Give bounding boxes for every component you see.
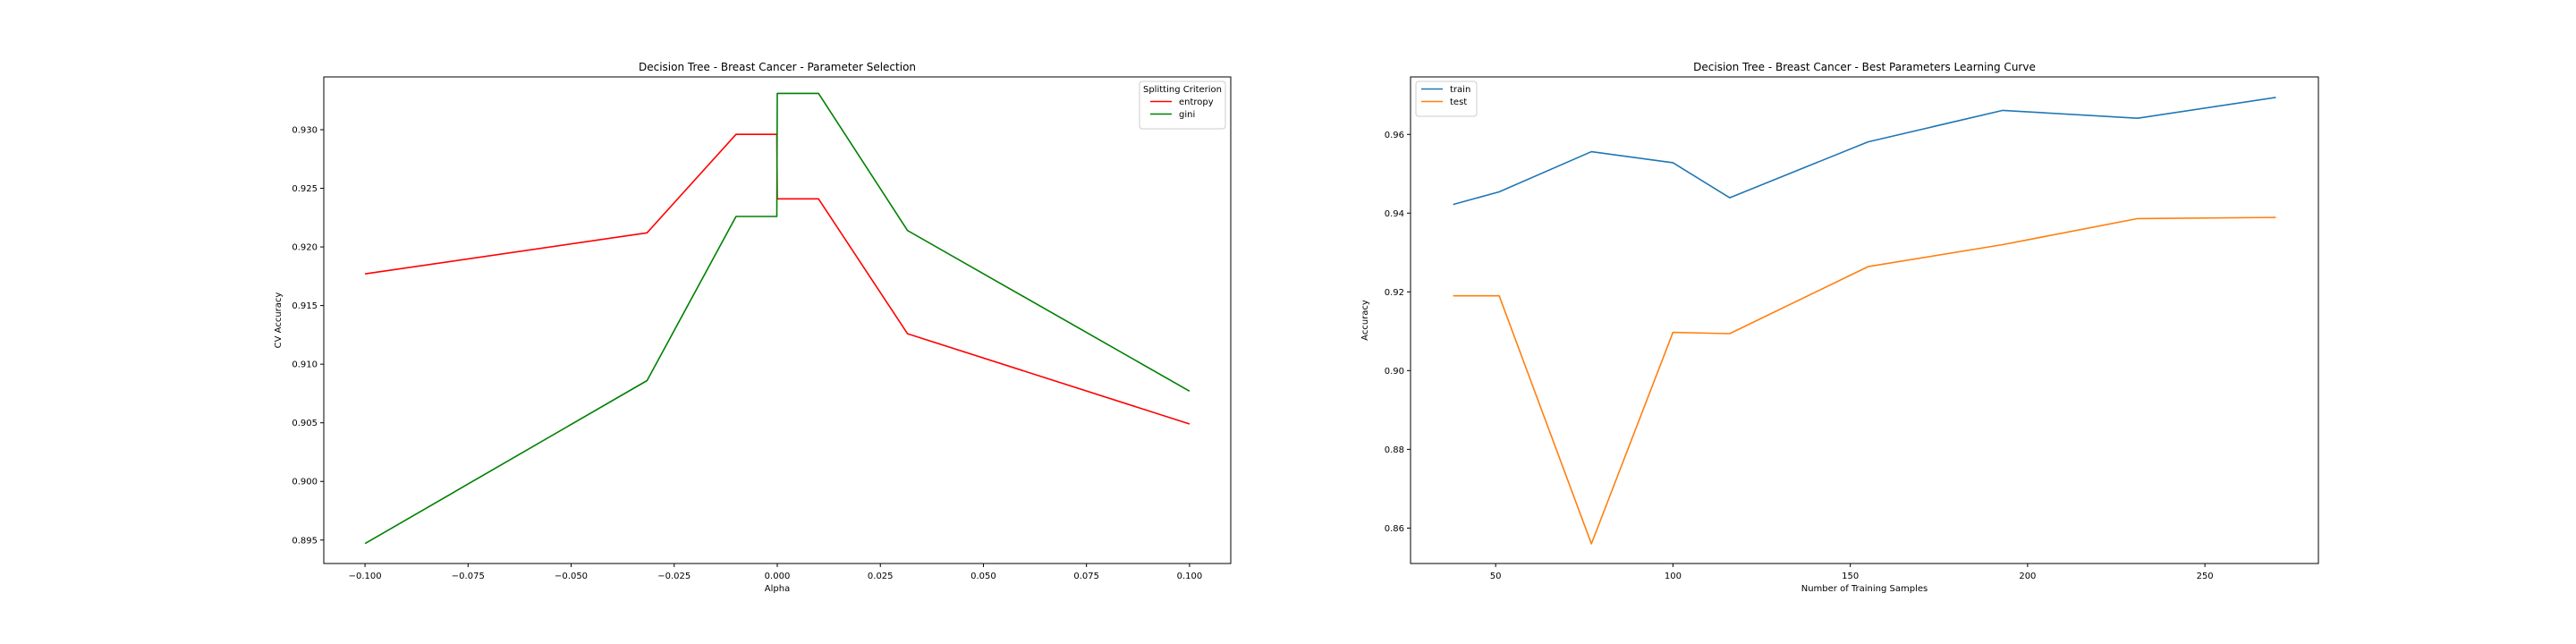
y-tick-label: 0.96	[1385, 131, 1404, 140]
x-tick-label: −0.050	[555, 572, 588, 581]
legend-title: Splitting Criterion	[1143, 85, 1222, 95]
x-tick-label: 200	[2019, 572, 2036, 581]
x-tick-label: 100	[1665, 572, 1682, 581]
x-tick-label: 0.000	[765, 572, 791, 581]
x-tick-label: −0.100	[349, 572, 382, 581]
legend-label-test: test	[1450, 97, 1467, 107]
legend-label-entropy: entropy	[1179, 97, 1214, 107]
y-tick-label: 0.930	[292, 125, 318, 135]
y-tick-label: 0.86	[1385, 524, 1404, 534]
learning-curve-chart: 50 100 150 200 250 0.86 0.88 0.90 0.92 0.94 0.96 De…	[1360, 61, 2319, 594]
x-tick-label: −0.025	[657, 572, 691, 581]
series-line-test	[1453, 216, 2276, 545]
x-tick-label: −0.075	[452, 572, 485, 581]
y-axis-label: CV Accuracy	[274, 292, 284, 349]
x-tick-label: 250	[2197, 572, 2214, 581]
legend: train test	[1415, 80, 1478, 117]
x-tick-label: 0.075	[1073, 572, 1099, 581]
y-tick-label: 0.88	[1385, 445, 1404, 455]
legend-box	[1415, 80, 1478, 117]
y-axis-label: Accuracy	[1360, 300, 1370, 341]
series-line-gini	[364, 92, 1191, 545]
series-line-train	[1453, 97, 2276, 206]
x-axis-label: Number of Training Samples	[1801, 584, 1928, 594]
legend-box	[1139, 80, 1226, 130]
y-tick-label: 0.895	[292, 536, 318, 546]
y-tick-label: 0.900	[292, 478, 318, 487]
x-tick-label: 50	[1490, 572, 1502, 581]
y-tick-label: 0.920	[292, 243, 318, 253]
legend-label-train: train	[1450, 85, 1470, 95]
y-tick-label: 0.905	[292, 419, 318, 428]
legend-label-gini: gini	[1179, 110, 1195, 120]
x-tick-label: 0.025	[868, 572, 894, 581]
chart-title: Decision Tree - Breast Cancer - Paramete…	[639, 61, 916, 73]
y-tick-label: 0.94	[1385, 209, 1404, 219]
x-tick-label: 0.050	[970, 572, 996, 581]
y-tick-label: 0.910	[292, 360, 318, 370]
x-axis-label: Alpha	[765, 584, 790, 594]
chart-title: Decision Tree - Breast Cancer - Best Par…	[1693, 61, 2036, 73]
legend: Splitting Criterion entropy gini	[1139, 80, 1226, 130]
y-tick-label: 0.915	[292, 301, 318, 311]
y-tick-label: 0.92	[1385, 288, 1404, 298]
parameter-selection-chart: −0.100 −0.075 −0.050 −0.025 0.000 0.025 0.050 0…	[274, 61, 1232, 594]
x-tick-label: 0.100	[1177, 572, 1203, 581]
x-tick-label: 150	[1842, 572, 1859, 581]
y-tick-label: 0.925	[292, 184, 318, 194]
y-tick-label: 0.90	[1385, 367, 1404, 377]
plot-frame	[1410, 76, 2319, 564]
